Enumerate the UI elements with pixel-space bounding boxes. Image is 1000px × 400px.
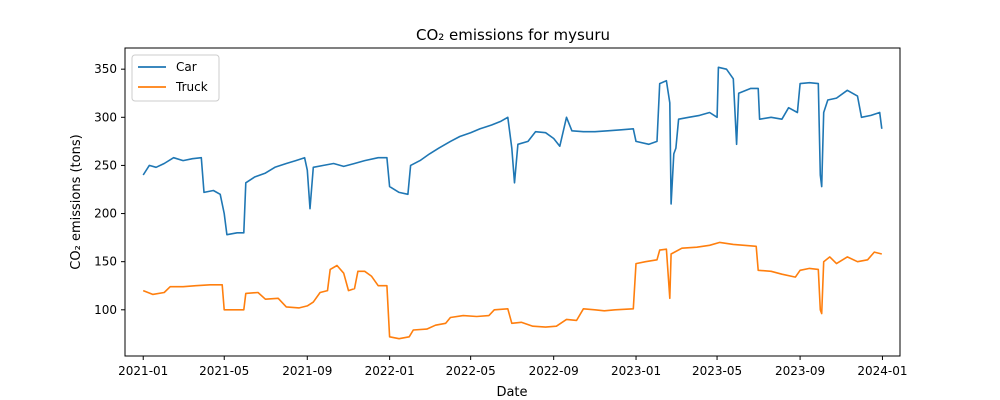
legend-label-car: Car [176, 60, 197, 74]
x-tick-label: 2021-01 [118, 364, 168, 378]
y-tick-label: 100 [94, 303, 117, 317]
x-tick-label: 2023-01 [611, 364, 661, 378]
x-axis-label: Date [496, 385, 527, 400]
y-tick-label: 150 [94, 255, 117, 269]
x-tick-label: 2022-05 [446, 364, 496, 378]
y-tick-label: 200 [94, 207, 117, 221]
y-tick-label: 300 [94, 110, 117, 124]
plot-frame [124, 47, 901, 357]
x-axis: 2021-01 2021-05 2021-09 2022-01 2022-05 2022-… [118, 356, 908, 378]
y-tick-label: 350 [94, 62, 117, 76]
chart-title: CO₂ emissions for mysuru [416, 26, 610, 44]
legend: Car Truck [131, 54, 220, 102]
x-tick-label: 2021-09 [282, 364, 332, 378]
x-tick-label: 2022-09 [529, 364, 579, 378]
y-axis: 100 150 200 250 300 350 [94, 62, 125, 317]
y-tick-label: 250 [94, 158, 117, 172]
series-line-truck [142, 241, 882, 340]
x-tick-label: 2021-05 [199, 364, 249, 378]
series-layer [142, 66, 883, 340]
x-tick-label: 2024-01 [857, 364, 907, 378]
x-tick-label: 2023-05 [692, 364, 742, 378]
y-axis-label: CO₂ emissions (tons) [69, 134, 84, 269]
series-line-car [142, 66, 883, 236]
legend-label-truck: Truck [175, 80, 208, 94]
x-tick-label: 2023-09 [775, 364, 825, 378]
x-tick-label: 2022-01 [365, 364, 415, 378]
